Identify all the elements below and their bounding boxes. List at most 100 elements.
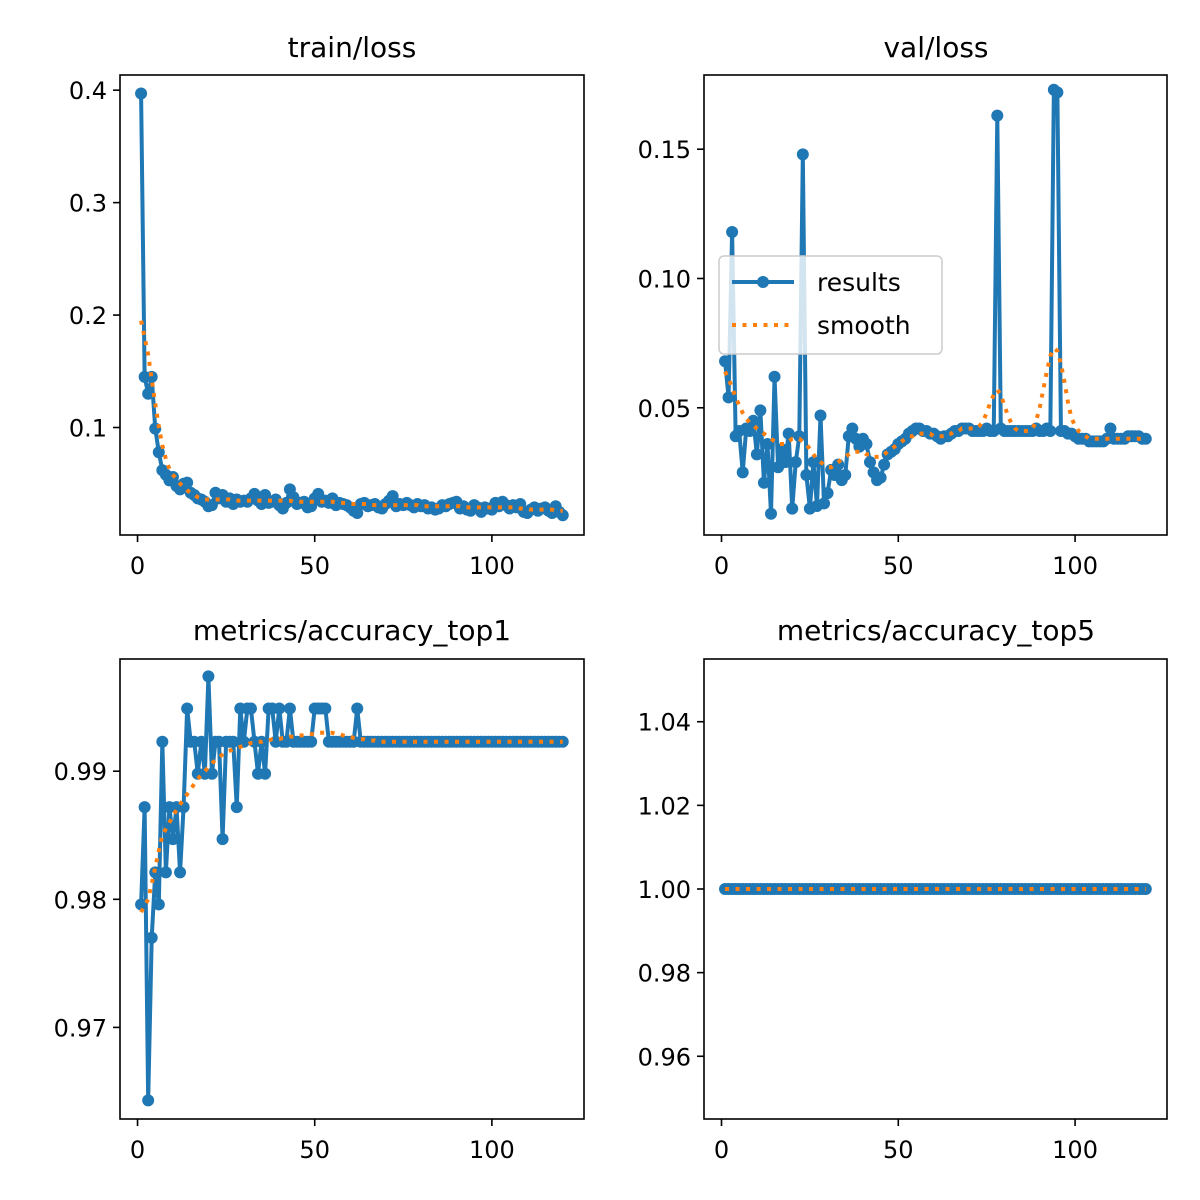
y-tick-label: 1.04 [638, 709, 691, 737]
data-point-results [786, 502, 799, 515]
data-point-results [750, 448, 763, 461]
x-tick-label: 0 [130, 552, 145, 580]
plot-frame [703, 74, 1168, 536]
legend-results-label: results [817, 268, 901, 297]
panel-val-loss: val/loss 0 50 100 0.05 0.10 0.15 results smoo… [638, 31, 1168, 580]
panel-accuracy-top1: metrics/accuracy_top1 0 50 100 0.97 0.98 0.99 [54, 614, 585, 1164]
series-smooth-line [139, 320, 563, 513]
data-point-results [719, 355, 732, 368]
data-point-results [351, 702, 364, 715]
y-tick-label: 0.98 [54, 886, 107, 914]
panel-accuracy-top5: metrics/accuracy_top5 0 50 100 0.96 0.98 1.00… [638, 614, 1168, 1164]
panel-title: metrics/accuracy_top5 [777, 614, 1095, 647]
panel-title: metrics/accuracy_top1 [193, 614, 511, 647]
data-point-results [846, 422, 859, 435]
data-point-results [202, 670, 215, 683]
x-tick-label: 50 [299, 1136, 330, 1164]
data-point-results [156, 735, 169, 748]
data-point-results [757, 476, 770, 489]
data-point-results [259, 767, 272, 780]
data-point-results [761, 437, 774, 450]
x-tick-label: 0 [130, 1136, 145, 1164]
data-point-results [152, 898, 165, 911]
data-point-results [1104, 422, 1117, 435]
data-point-results [142, 387, 155, 400]
panel-train-loss: train/loss 0 50 100 0.1 0.2 0.3 0.4 [69, 31, 585, 580]
legend: results smooth [718, 255, 943, 355]
y-tick-label: 0.05 [638, 395, 691, 423]
data-point-results [386, 490, 399, 503]
x-tick-label: 100 [1052, 1136, 1098, 1164]
y-tick-label: 0.96 [638, 1043, 691, 1071]
data-point-results [145, 370, 158, 383]
y-tick-label: 1.02 [638, 792, 691, 820]
data-point-results [1051, 86, 1064, 99]
data-point-results [722, 391, 735, 404]
data-point-results [839, 469, 852, 482]
data-point-results [283, 702, 296, 715]
data-point-results [305, 735, 318, 748]
data-point-results [166, 833, 179, 846]
data-point-results [796, 148, 809, 161]
data-point-results [818, 497, 831, 510]
y-tick-label: 0.1 [69, 415, 107, 443]
data-point-results [351, 506, 364, 519]
data-point-results [181, 702, 194, 715]
data-point-results [747, 414, 760, 427]
y-tick-label: 0.4 [69, 77, 107, 105]
data-point-results [775, 443, 788, 456]
series-smooth-line [139, 730, 563, 914]
data-point-results [860, 437, 873, 450]
data-point-results [174, 866, 187, 879]
data-point-results [789, 456, 802, 469]
y-tick-label: 0.3 [69, 190, 107, 218]
data-point-results [181, 476, 194, 489]
data-point-results [205, 767, 218, 780]
data-point-results [864, 456, 876, 469]
data-point-results [319, 702, 332, 715]
data-point-results [754, 404, 767, 417]
x-tick-label: 50 [299, 552, 330, 580]
y-tick-label: 0.98 [638, 960, 691, 988]
x-tick-label: 100 [469, 1136, 515, 1164]
data-point-results [142, 1094, 155, 1107]
y-tick-label: 0.99 [54, 758, 107, 786]
x-tick-label: 0 [714, 552, 729, 580]
data-point-results [195, 735, 208, 748]
data-point-results [779, 456, 792, 469]
data-point-results [216, 833, 229, 846]
x-tick-label: 0 [714, 1136, 729, 1164]
plot-frame [119, 658, 585, 1120]
y-tick-label: 1.00 [638, 876, 691, 904]
panel-title: train/loss [288, 31, 417, 64]
y-tick-label: 0.10 [638, 265, 691, 293]
data-point-results [244, 702, 257, 715]
data-point-results [138, 801, 151, 814]
data-point-results [814, 409, 827, 422]
y-tick-label: 0.15 [638, 136, 691, 164]
y-tick-label: 0.2 [69, 302, 107, 330]
panel-title: val/loss [883, 31, 988, 64]
x-tick-label: 50 [883, 552, 914, 580]
y-tick-label: 0.97 [54, 1014, 107, 1042]
data-point-results [152, 446, 165, 459]
x-tick-label: 100 [1052, 552, 1098, 580]
data-point-results [736, 466, 749, 479]
data-point-results [230, 801, 243, 814]
data-point-results [874, 471, 887, 484]
data-point-results [878, 458, 891, 471]
data-point-results [145, 931, 158, 944]
data-point-results [135, 898, 148, 911]
data-point-results [227, 735, 240, 748]
data-point-results [768, 370, 781, 383]
data-point-results [765, 507, 777, 520]
x-tick-label: 50 [883, 1136, 914, 1164]
data-point-results [821, 487, 834, 500]
data-point-results [135, 87, 148, 100]
data-point-results [273, 702, 286, 715]
data-point-results [1139, 432, 1152, 445]
data-point-results [991, 109, 1004, 122]
x-tick-label: 100 [469, 552, 515, 580]
